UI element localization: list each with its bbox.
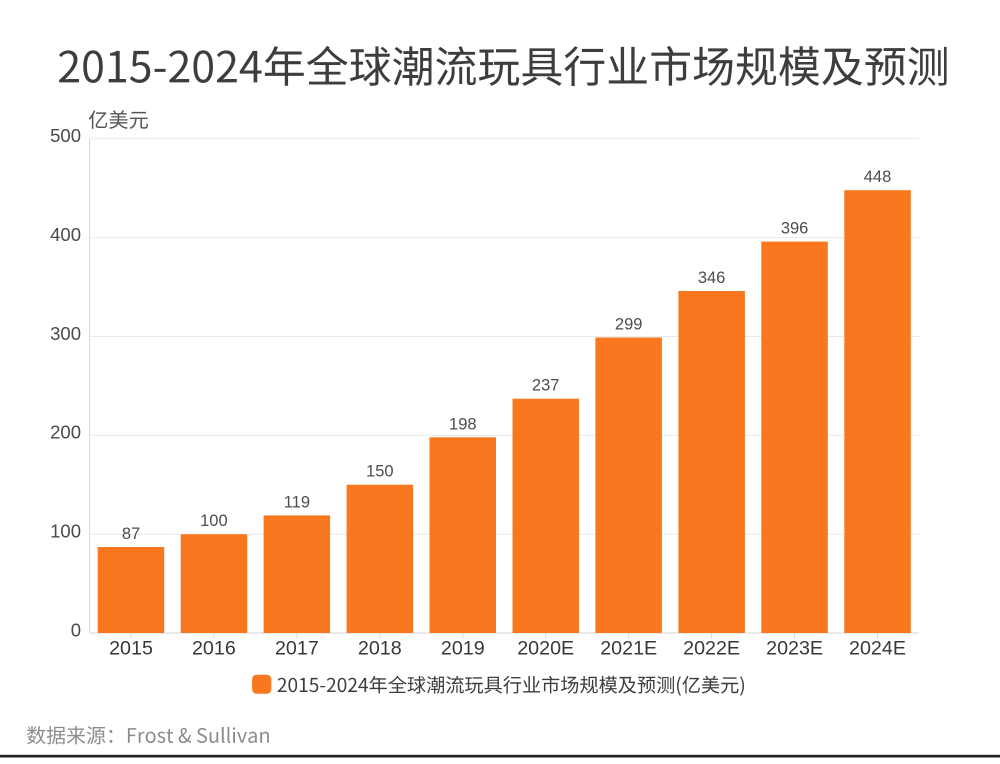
svg-text:2015: 2015 bbox=[109, 638, 153, 660]
svg-text:300: 300 bbox=[50, 323, 81, 344]
svg-text:87: 87 bbox=[122, 525, 140, 543]
svg-text:237: 237 bbox=[532, 377, 560, 395]
svg-text:448: 448 bbox=[864, 168, 892, 186]
svg-text:119: 119 bbox=[284, 493, 310, 511]
svg-text:2020E: 2020E bbox=[517, 638, 574, 660]
svg-text:2023E: 2023E bbox=[766, 638, 823, 660]
svg-text:200: 200 bbox=[50, 422, 81, 443]
svg-text:396: 396 bbox=[781, 220, 809, 238]
svg-text:2021E: 2021E bbox=[600, 638, 657, 660]
svg-text:2022E: 2022E bbox=[683, 638, 740, 660]
svg-text:2019: 2019 bbox=[441, 638, 485, 660]
svg-text:400: 400 bbox=[50, 224, 81, 245]
svg-text:2016: 2016 bbox=[192, 638, 236, 660]
svg-text:100: 100 bbox=[50, 521, 81, 542]
svg-text:299: 299 bbox=[615, 316, 643, 334]
svg-text:346: 346 bbox=[698, 269, 726, 287]
svg-text:198: 198 bbox=[449, 415, 477, 433]
svg-text:150: 150 bbox=[366, 463, 394, 481]
svg-text:500: 500 bbox=[50, 125, 81, 146]
svg-text:2018: 2018 bbox=[358, 638, 402, 660]
svg-text:2017: 2017 bbox=[275, 638, 319, 660]
svg-text:100: 100 bbox=[200, 512, 228, 530]
svg-text:2024E: 2024E bbox=[849, 638, 906, 660]
svg-text:0: 0 bbox=[71, 619, 81, 640]
